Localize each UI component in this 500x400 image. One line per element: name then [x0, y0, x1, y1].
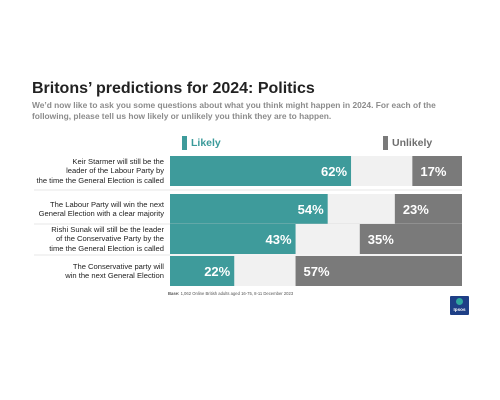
legend-label-unlikely: Unlikely [392, 137, 433, 149]
logo-dot [456, 298, 463, 305]
bar-unlikely [394, 194, 462, 224]
category-label-line: of the Conservative Party by the [55, 234, 164, 244]
chart-title: Britons’ predictions for 2024: Politics [32, 80, 315, 97]
category-label: Rishi Sunak will still be the leader of t… [30, 225, 164, 253]
legend-swatch-likely [182, 136, 187, 150]
data-label-unlikely: 35% [368, 232, 394, 247]
data-label-likely: 54% [298, 202, 324, 217]
chart-subtitle: We’d now like to ask you some questions … [32, 100, 436, 121]
category-label-line: The Labour Party will win the next [50, 199, 164, 209]
bar-likely [170, 156, 352, 186]
data-label-likely: 62% [321, 164, 347, 179]
bar-unlikely [359, 224, 462, 254]
category-label-line: leader of the Labour Party by [66, 166, 164, 176]
category-label-line: Keir Starmer will still be the [72, 156, 164, 166]
category-label-line: win the next General Election [65, 271, 164, 280]
category-label-line: The Conservative party will [72, 261, 164, 271]
bar-likely [170, 256, 235, 286]
footnote-base-label: Base: [168, 291, 180, 296]
legend-label-likely: Likely [191, 137, 221, 149]
bar-unlikely [412, 156, 462, 186]
category-label-line: Rishi Sunak will still be the leader [51, 224, 164, 234]
bar-likely [170, 224, 296, 254]
data-label-unlikely: 23% [403, 202, 429, 217]
data-label-likely: 43% [266, 232, 292, 247]
legend-item-likely: Likely [182, 136, 221, 150]
footnote: Base: 1,062 Online British adults aged 1… [168, 291, 293, 296]
category-label-line: the time the General Election is called [36, 175, 164, 185]
logo-text: Ipsos [453, 307, 466, 312]
data-label-unlikely: 17% [420, 164, 446, 179]
category-label: The Labour Party will win the next Genera… [30, 200, 164, 219]
category-label: Keir Starmer will still be the leader of … [30, 157, 164, 185]
bar-unlikely [295, 256, 462, 286]
legend-item-unlikely: Unlikely [383, 136, 432, 150]
legend-swatch-unlikely [383, 136, 388, 150]
category-label: The Conservative party will win the next … [30, 262, 164, 281]
bar-likely [170, 194, 328, 224]
footnote-base-text: 1,062 Online British adults aged 16-75, … [179, 291, 294, 296]
data-label-likely: 22% [204, 264, 230, 279]
category-label-line: time the General Election is called [49, 243, 164, 253]
ipsos-logo: Ipsos [450, 296, 469, 315]
data-label-unlikely: 57% [304, 264, 330, 279]
category-label-line: General Election with a clear majority [38, 209, 164, 218]
